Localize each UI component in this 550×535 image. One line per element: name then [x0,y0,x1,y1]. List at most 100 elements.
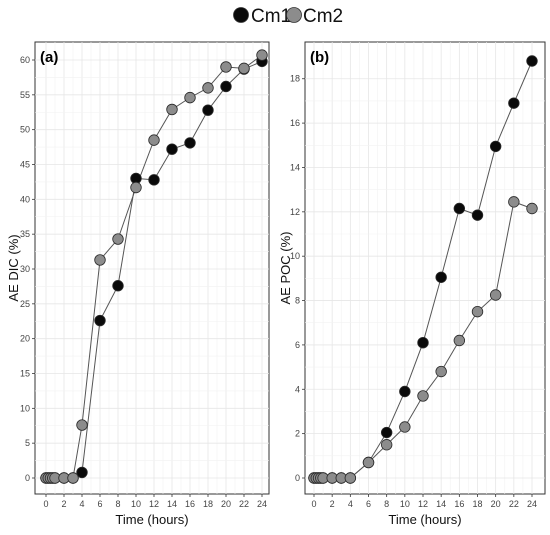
data-point-cm2 [148,134,160,146]
plot-area-a [34,41,270,495]
y-tick-label: 30 [20,264,30,274]
data-point-cm2 [220,61,232,73]
y-tick-label: 25 [20,299,30,309]
data-point-cm2 [380,439,393,451]
grid-b [305,42,545,494]
legend-label-cm2: Cm2 [303,6,343,27]
y-tick-label: 16 [290,118,300,128]
points-b [308,55,538,484]
data-point-cm2 [166,103,178,116]
y-tick-label: 50 [20,125,30,135]
y-tick-label: 10 [20,403,30,413]
data-point-cm2 [417,390,429,402]
data-point-cm2 [256,49,268,61]
data-point-cm2 [202,82,214,94]
x-tick-label: 14 [167,499,177,509]
points-a [40,49,268,484]
y-axis-label-a: AE DIC (%) [6,234,21,301]
data-point-cm2 [435,365,447,378]
data-point-cm1 [471,209,484,221]
data-point-cm2 [453,334,466,347]
data-point-cm2 [526,202,538,215]
data-point-cm1 [380,426,393,439]
panel-label-a: (a) [40,49,58,66]
y-tick-label: 5 [25,438,30,448]
x-tick-label: 20 [221,499,231,509]
x-tick-label: 8 [115,499,120,509]
data-point-cm2 [489,289,502,301]
data-point-cm1 [166,143,178,155]
panel-a: 0 2 4 6 8 10 12 14 16 18 20 22 240510152025303540455… [6,41,270,527]
y-tick-label: 45 [20,160,30,170]
x-tick-label: 24 [257,499,267,509]
x-tick-label: 0 [43,499,48,509]
x-tick-label: 0 [311,499,316,509]
data-point-cm1 [417,336,429,349]
data-point-cm2 [130,181,142,194]
data-point-cm1 [526,55,538,67]
data-point-cm1 [184,137,196,149]
data-point-cm1 [112,280,124,292]
data-point-cm2 [238,62,250,75]
data-point-cm1 [94,314,106,327]
data-point-cm1 [76,466,88,479]
x-tick-label: 18 [203,499,213,509]
data-point-cm1 [435,271,447,283]
legend-marker-cm2 [286,7,302,23]
data-point-cm1 [508,97,520,109]
data-point-cm1 [220,80,232,93]
grid-a [35,42,269,494]
data-point-cm2 [399,421,411,433]
y-tick-label: 4 [295,384,300,394]
y-tick-label: 0 [295,473,300,483]
y-tick-label: 0 [25,473,30,483]
y-tick-label: 40 [20,194,30,204]
y-tick-label: 20 [20,334,30,344]
legend-label-cm1: Cm1 [251,6,291,27]
data-point-cm2 [508,196,520,208]
x-tick-label: 24 [527,499,537,509]
x-axis-label-a: Time (hours) [115,512,188,527]
x-tick-label: 18 [472,499,482,509]
x-tick-label: 2 [330,499,335,509]
data-point-cm2 [67,472,79,484]
x-tick-label: 22 [509,499,519,509]
data-point-cm2 [112,233,124,245]
data-point-cm1 [148,174,160,186]
data-point-cm1 [489,140,502,153]
x-tick-label: 16 [185,499,195,509]
panel-label-b: (b) [310,49,329,66]
legend: Cm1 Cm2 [233,6,343,27]
x-tick-label: 14 [436,499,446,509]
legend-marker-cm1 [233,7,249,23]
data-point-cm1 [202,104,214,116]
x-tick-label: 6 [366,499,371,509]
y-tick-label: 14 [290,162,300,172]
x-tick-label: 16 [454,499,464,509]
x-tick-label: 4 [348,499,353,509]
data-point-cm2 [76,419,88,431]
y-axis-label-b: AE POC (%) [278,232,293,305]
x-tick-label: 8 [384,499,389,509]
y-tick-label: 15 [20,369,30,379]
x-tick-label: 6 [97,499,102,509]
x-tick-label: 4 [79,499,84,509]
data-point-cm2 [94,254,106,266]
y-tick-label: 60 [20,55,30,65]
y-tick-label: 10 [290,251,300,261]
y-tick-label: 12 [290,207,300,217]
y-tick-label: 2 [295,429,300,439]
axes-a: 0 2 4 6 8 10 12 14 16 18 20 22 240510152025303540455… [20,55,267,509]
y-tick-label: 55 [20,90,30,100]
x-tick-label: 22 [239,499,249,509]
x-axis-label-b: Time (hours) [388,512,461,527]
x-tick-label: 12 [418,499,428,509]
x-tick-label: 2 [61,499,66,509]
y-tick-label: 6 [295,340,300,350]
data-point-cm1 [453,202,466,215]
x-tick-label: 10 [400,499,410,509]
